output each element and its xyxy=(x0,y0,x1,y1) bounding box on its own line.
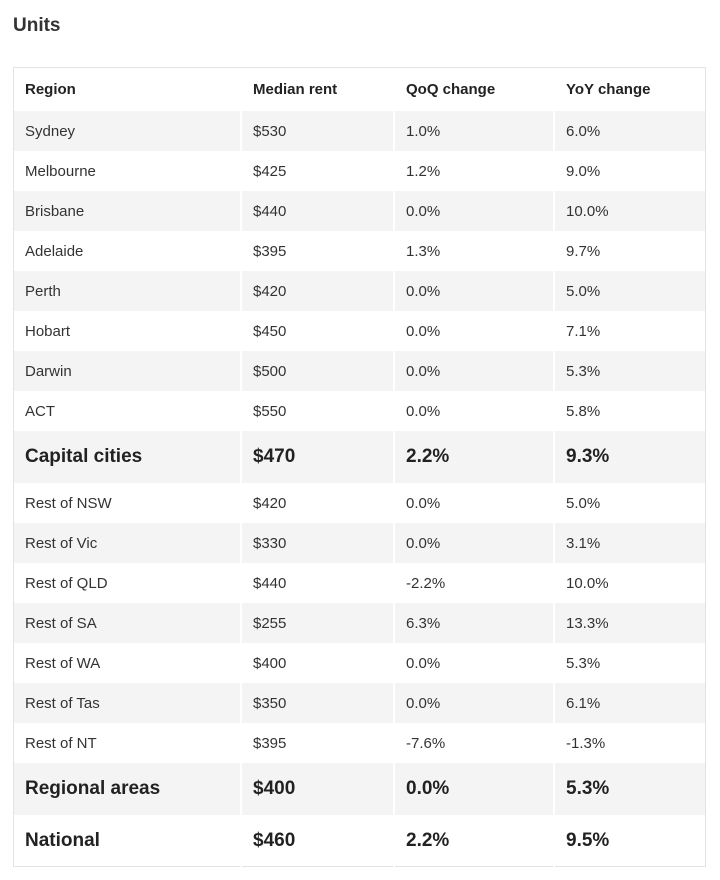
cell-region: Regional areas xyxy=(14,763,242,815)
cell-region: Adelaide xyxy=(14,231,242,271)
cell-median-rent: $395 xyxy=(242,231,395,271)
page-title: Units xyxy=(13,15,61,36)
cell-median-rent: $530 xyxy=(242,111,395,151)
cell-yoy-change: 10.0% xyxy=(566,574,609,592)
cell-median-rent: $420 xyxy=(242,271,395,311)
table-row: Rest of NT $395 -7.6% -1.3% xyxy=(14,723,705,763)
table-header-row: Region Median rent QoQ change YoY change xyxy=(14,68,705,111)
cell-yoy-change: 10.0% xyxy=(555,191,705,231)
cell-region: Rest of NSW xyxy=(14,483,242,523)
cell-median-rent: $420 xyxy=(242,483,395,523)
table-row: Darwin $500 0.0% 5.3% xyxy=(14,351,705,391)
header-median-rent: Median rent xyxy=(242,68,395,111)
table-row: ACT $550 0.0% 5.8% xyxy=(14,391,705,431)
cell-region: Rest of NT xyxy=(14,723,242,763)
cell-region: ACT xyxy=(14,391,242,431)
cell-yoy-change: 5.0% xyxy=(555,271,705,311)
cell-region: Rest of QLD xyxy=(14,563,242,603)
cell-median-rent: $255 xyxy=(242,603,395,643)
table-row: Sydney $530 1.0% 6.0% xyxy=(14,111,705,151)
table-total-row: National $460 2.2% 9.5% xyxy=(14,815,705,867)
cell-yoy-change: 9.3% xyxy=(555,431,705,483)
cell-qoq-change: -2.2% xyxy=(395,563,555,603)
cell-yoy-change: 7.1% xyxy=(566,322,601,340)
cell-yoy-change: 3.1% xyxy=(555,523,705,563)
cell-median-rent: $450 xyxy=(242,311,395,351)
table-row: Brisbane $440 0.0% 10.0% xyxy=(14,191,705,231)
cell-region: Capital cities xyxy=(14,431,242,483)
header-yoy-change: YoY change xyxy=(566,81,651,98)
cell-yoy-change: -1.3% xyxy=(566,734,606,752)
table-body: Sydney $530 1.0% 6.0% Melbourne $425 1.2% 9.0% B… xyxy=(14,111,705,867)
table-row: Rest of QLD $440 -2.2% 10.0% xyxy=(14,563,705,603)
cell-qoq-change: 0.0% xyxy=(395,763,555,815)
cell-yoy-change: 9.0% xyxy=(566,162,601,180)
cell-region: Darwin xyxy=(14,351,242,391)
cell-qoq-change: 0.0% xyxy=(395,391,555,431)
cell-qoq-change: -7.6% xyxy=(395,723,555,763)
table-row: Rest of Tas $350 0.0% 6.1% xyxy=(14,683,705,723)
cell-region: Perth xyxy=(14,271,242,311)
cell-region: Brisbane xyxy=(14,191,242,231)
table-total-row: Regional areas $400 0.0% 5.3% xyxy=(14,763,705,815)
cell-region: Hobart xyxy=(14,311,242,351)
cell-qoq-change: 0.0% xyxy=(395,351,555,391)
header-qoq-change: QoQ change xyxy=(395,68,555,111)
cell-region: Sydney xyxy=(14,111,242,151)
cell-qoq-change: 0.0% xyxy=(395,191,555,231)
cell-yoy-change: 5.3% xyxy=(566,654,601,672)
cell-median-rent: $500 xyxy=(242,351,395,391)
table-row: Rest of WA $400 0.0% 5.3% xyxy=(14,643,705,683)
cell-median-rent: $470 xyxy=(242,431,395,483)
table-total-row: Capital cities $470 2.2% 9.3% xyxy=(14,431,705,483)
cell-qoq-change: 1.3% xyxy=(395,231,555,271)
cell-yoy-change: 5.3% xyxy=(555,351,705,391)
table-row: Rest of Vic $330 0.0% 3.1% xyxy=(14,523,705,563)
cell-median-rent: $550 xyxy=(242,391,395,431)
cell-yoy-change: 5.8% xyxy=(566,402,601,420)
cell-qoq-change: 0.0% xyxy=(395,643,555,683)
cell-yoy-change: 9.5% xyxy=(566,830,610,851)
cell-qoq-change: 0.0% xyxy=(395,483,555,523)
rent-table: Region Median rent QoQ change YoY change… xyxy=(14,68,705,867)
cell-median-rent: $400 xyxy=(242,643,395,683)
cell-median-rent: $350 xyxy=(242,683,395,723)
rent-table-container: Region Median rent QoQ change YoY change… xyxy=(13,67,706,867)
cell-region: Rest of WA xyxy=(14,643,242,683)
cell-qoq-change: 2.2% xyxy=(395,431,555,483)
cell-yoy-change: 5.0% xyxy=(566,494,601,512)
cell-median-rent: $460 xyxy=(242,815,395,867)
table-row: Rest of NSW $420 0.0% 5.0% xyxy=(14,483,705,523)
cell-qoq-change: 6.3% xyxy=(395,603,555,643)
cell-median-rent: $425 xyxy=(242,151,395,191)
cell-qoq-change: 0.0% xyxy=(395,683,555,723)
header-region: Region xyxy=(14,68,242,111)
cell-yoy-change: 6.1% xyxy=(555,683,705,723)
cell-median-rent: $395 xyxy=(242,723,395,763)
cell-median-rent: $400 xyxy=(242,763,395,815)
cell-qoq-change: 2.2% xyxy=(395,815,555,867)
cell-qoq-change: 0.0% xyxy=(395,523,555,563)
cell-median-rent: $440 xyxy=(242,563,395,603)
cell-yoy-change: 13.3% xyxy=(555,603,705,643)
cell-qoq-change: 1.2% xyxy=(395,151,555,191)
cell-region: Melbourne xyxy=(14,151,242,191)
cell-region: National xyxy=(14,815,242,867)
cell-median-rent: $330 xyxy=(242,523,395,563)
cell-region: Rest of Vic xyxy=(14,523,242,563)
cell-region: Rest of Tas xyxy=(14,683,242,723)
cell-region: Rest of SA xyxy=(14,603,242,643)
table-row: Hobart $450 0.0% 7.1% xyxy=(14,311,705,351)
cell-qoq-change: 1.0% xyxy=(395,111,555,151)
table-row: Adelaide $395 1.3% 9.7% xyxy=(14,231,705,271)
cell-qoq-change: 0.0% xyxy=(395,311,555,351)
table-row: Perth $420 0.0% 5.0% xyxy=(14,271,705,311)
cell-qoq-change: 0.0% xyxy=(395,271,555,311)
cell-yoy-change: 6.0% xyxy=(555,111,705,151)
cell-median-rent: $440 xyxy=(242,191,395,231)
table-row: Melbourne $425 1.2% 9.0% xyxy=(14,151,705,191)
cell-yoy-change: 5.3% xyxy=(555,763,705,815)
table-row: Rest of SA $255 6.3% 13.3% xyxy=(14,603,705,643)
cell-yoy-change: 9.7% xyxy=(566,242,601,260)
